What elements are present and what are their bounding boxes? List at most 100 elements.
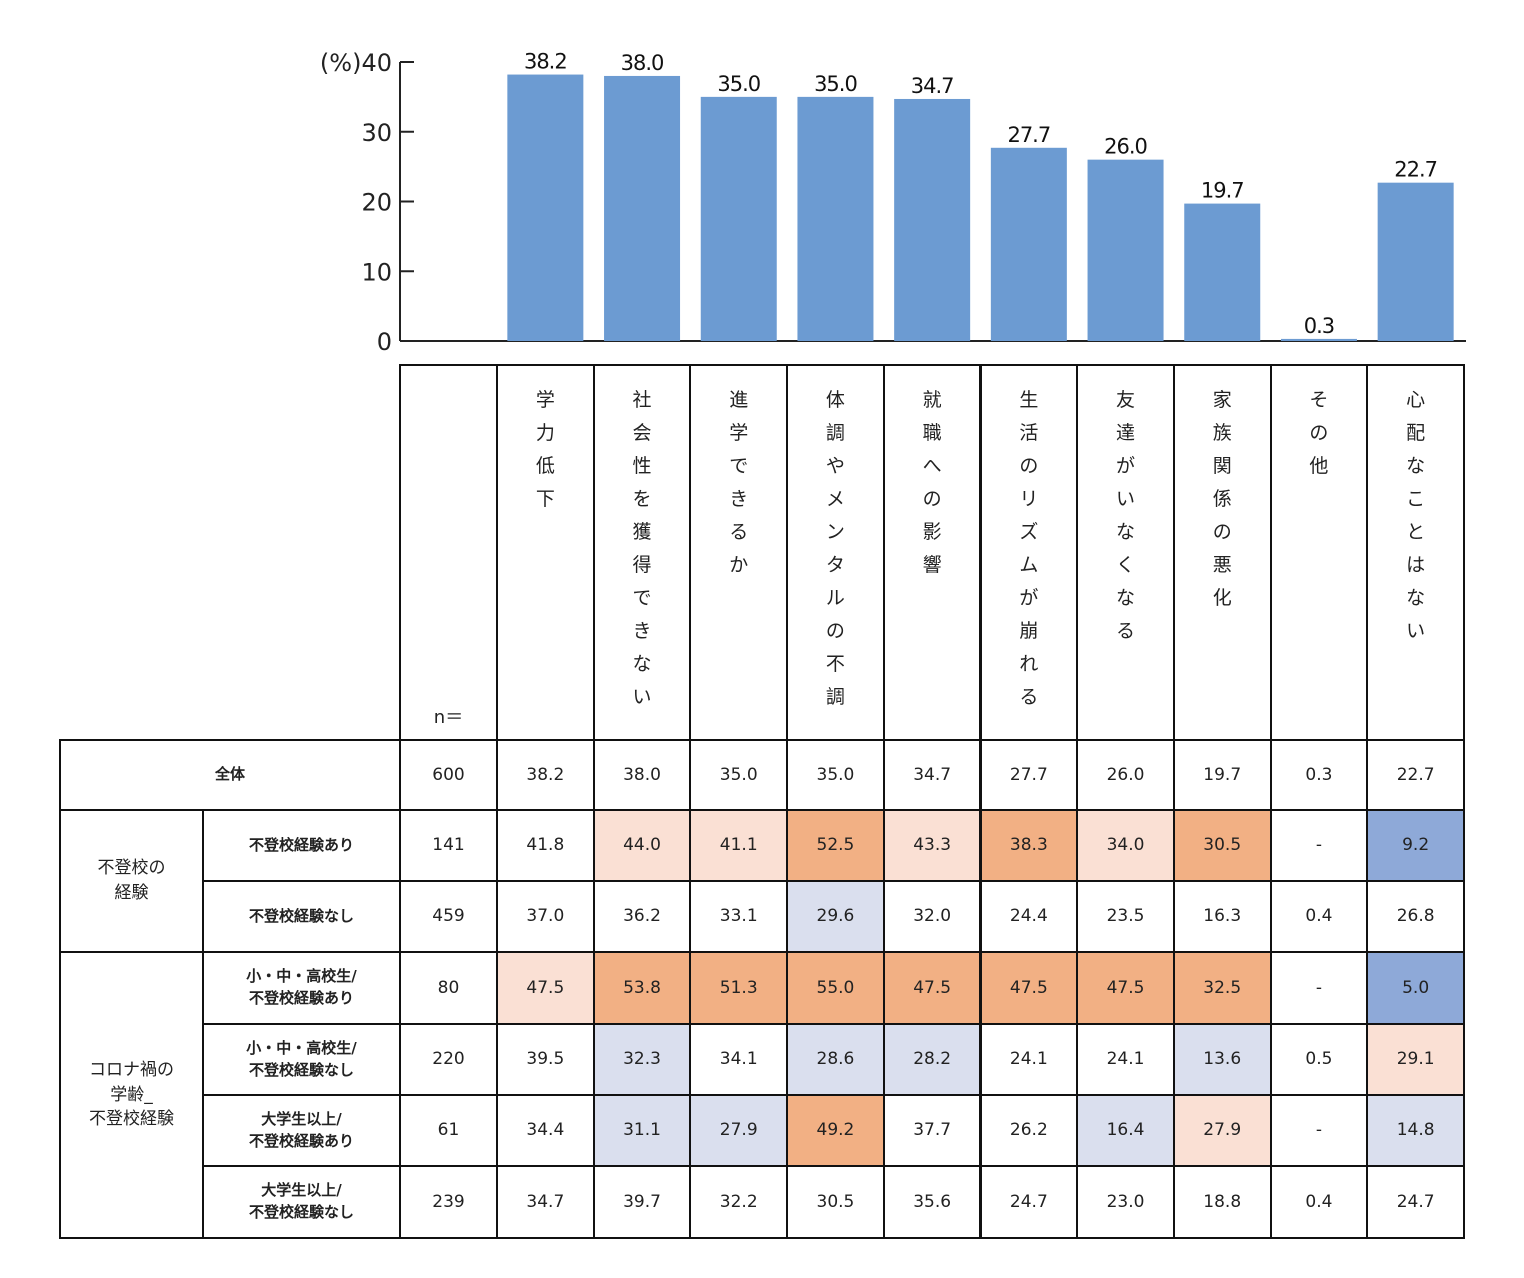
value-cell: 47.5 xyxy=(882,951,982,1025)
value-cell: 51.3 xyxy=(689,951,789,1025)
value-cell: 41.1 xyxy=(689,809,789,882)
header-char: 達 xyxy=(1116,422,1136,444)
header-char: き xyxy=(632,620,652,642)
header-char: メ xyxy=(825,488,845,510)
header-char: い xyxy=(1116,488,1136,510)
bar xyxy=(604,75,681,341)
value-cell: 35.0 xyxy=(689,739,789,811)
value-cell: 52.5 xyxy=(786,809,885,882)
header-char: リ xyxy=(1019,488,1039,510)
n-cell: 600 xyxy=(399,739,498,811)
value-cell: 24.1 xyxy=(1076,1023,1175,1096)
bar xyxy=(1377,182,1454,341)
header-char: 得 xyxy=(632,554,652,576)
value-cell: 38.3 xyxy=(979,809,1079,882)
bar xyxy=(700,96,777,341)
header-char: 活 xyxy=(1019,422,1039,444)
value-cell: 37.0 xyxy=(496,880,595,953)
y-tick-label: 30 xyxy=(361,119,392,147)
value-cell: 39.7 xyxy=(592,1165,692,1239)
header-char: 低 xyxy=(535,455,555,477)
bar-value-label: 35.0 xyxy=(717,72,760,96)
value-cell: 30.5 xyxy=(1172,809,1272,882)
group-label: 全体 xyxy=(59,739,401,811)
header-char: ズ xyxy=(1019,521,1039,543)
value-cell: 28.6 xyxy=(786,1023,885,1096)
value-cell: 39.5 xyxy=(496,1023,595,1096)
header-char: 響 xyxy=(922,554,942,576)
column-header: 社会性を獲得できない xyxy=(592,364,692,741)
y-tick-label: (%)40 xyxy=(320,49,392,77)
value-cell: 47.5 xyxy=(979,951,1079,1025)
header-char: 友 xyxy=(1116,389,1136,411)
row-label: 大学生以上/ 不登校経験なし xyxy=(202,1165,401,1239)
header-char: か xyxy=(729,554,749,576)
value-cell: 47.5 xyxy=(1076,951,1175,1025)
header-char: な xyxy=(1406,587,1426,609)
value-cell: 23.5 xyxy=(1076,880,1175,953)
value-cell: 27.9 xyxy=(689,1094,789,1167)
bar-value-label: 38.0 xyxy=(621,51,664,75)
bar-value-label: 35.0 xyxy=(814,72,857,96)
header-char: の xyxy=(922,488,942,510)
header-char: 社 xyxy=(632,389,652,411)
value-cell: 5.0 xyxy=(1366,951,1465,1025)
column-header: 心配なことはない xyxy=(1366,364,1465,741)
value-cell: 33.1 xyxy=(689,880,789,953)
bar xyxy=(1280,338,1357,341)
column-header: 進学できるか xyxy=(689,364,789,741)
row-label: 不登校経験なし xyxy=(202,880,401,953)
value-cell: 44.0 xyxy=(592,809,692,882)
value-cell: 16.4 xyxy=(1076,1094,1175,1167)
bar-value-label: 19.7 xyxy=(1201,179,1244,203)
header-char: で xyxy=(632,587,652,609)
header-char: 影 xyxy=(922,521,942,543)
header-char: の xyxy=(825,620,845,642)
header-char: 下 xyxy=(535,488,555,510)
value-cell: 29.6 xyxy=(786,880,885,953)
header-char: れ xyxy=(1019,653,1039,675)
row-label: 不登校経験あり xyxy=(202,809,401,882)
value-cell: 27.7 xyxy=(979,739,1079,811)
header-char: 職 xyxy=(922,422,942,444)
header-char: タ xyxy=(825,554,845,576)
value-cell: 29.1 xyxy=(1366,1023,1465,1096)
header-char: く xyxy=(1116,554,1136,576)
header-char: 関 xyxy=(1212,455,1232,477)
header-char: 学 xyxy=(729,422,749,444)
value-cell: 34.7 xyxy=(496,1165,595,1239)
header-char: な xyxy=(1406,455,1426,477)
value-cell: 35.6 xyxy=(882,1165,982,1239)
row-label: 小・中・高校生/ 不登校経験あり xyxy=(202,951,401,1025)
value-cell: 9.2 xyxy=(1366,809,1465,882)
value-cell: 32.0 xyxy=(882,880,982,953)
value-cell: - xyxy=(1269,1094,1369,1167)
header-char: 体 xyxy=(825,389,845,411)
value-cell: 0.4 xyxy=(1269,880,1369,953)
value-cell: 0.3 xyxy=(1269,739,1369,811)
value-cell: 27.9 xyxy=(1172,1094,1272,1167)
column-header: 体調やメンタルの不調 xyxy=(786,364,885,741)
y-tick-label: 20 xyxy=(361,189,392,217)
bar-value-label: 22.7 xyxy=(1394,158,1437,182)
value-cell: 14.8 xyxy=(1366,1094,1465,1167)
value-cell: 0.4 xyxy=(1269,1165,1369,1239)
value-cell: 0.5 xyxy=(1269,1023,1369,1096)
header-char: な xyxy=(1116,521,1136,543)
header-char: へ xyxy=(922,455,942,477)
header-char: と xyxy=(1406,521,1426,543)
bar-value-label: 0.3 xyxy=(1304,314,1334,338)
header-char: 他 xyxy=(1309,455,1329,477)
header-char: 族 xyxy=(1212,422,1232,444)
value-cell: 43.3 xyxy=(882,809,982,882)
column-header: 友達がいなくなる xyxy=(1076,364,1175,741)
value-cell: 49.2 xyxy=(786,1094,885,1167)
header-char: 獲 xyxy=(632,521,652,543)
header-char: や xyxy=(825,455,845,477)
header-char: が xyxy=(1116,455,1136,477)
header-char: 崩 xyxy=(1019,620,1039,642)
column-header: 家族関係の悪化 xyxy=(1172,364,1272,741)
value-cell: 32.2 xyxy=(689,1165,789,1239)
